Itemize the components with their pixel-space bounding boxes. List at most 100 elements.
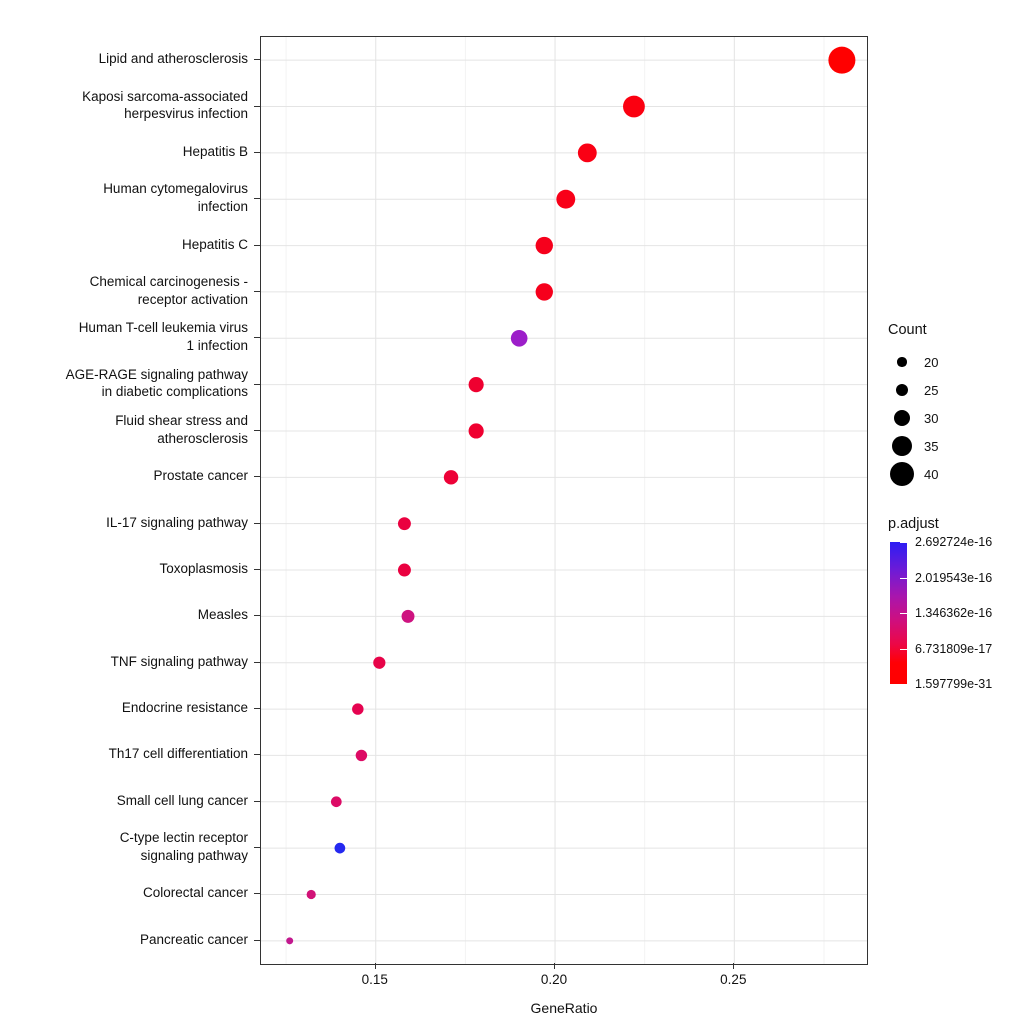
padjust-legend-label: 2.019543e-16 [915, 570, 993, 585]
data-point [397, 517, 411, 531]
y-axis-tick [254, 615, 260, 617]
count-legend-items: 20 25 30 35 40 [888, 348, 1018, 488]
x-tick-label: 0.25 [720, 972, 747, 987]
data-point [397, 563, 411, 577]
y-axis-label: Lipid and atherosclerosis [98, 51, 248, 67]
data-point [510, 329, 528, 347]
y-axis-label: AGE-RAGE signaling pathway in diabetic c… [65, 366, 248, 400]
y-axis-label: Endocrine resistance [121, 700, 248, 716]
count-legend-label: 40 [924, 466, 939, 482]
y-axis-tick [254, 290, 260, 292]
y-axis-tick [254, 569, 260, 571]
padjust-gradient-tick [900, 577, 907, 579]
y-axis-label: C-type lectin receptor signaling pathway [119, 830, 248, 864]
y-axis-label: Human cytomegalovirus infection [103, 181, 248, 215]
count-legend-label: 35 [924, 438, 939, 454]
y-axis-tick [254, 847, 260, 849]
padjust-gradient-tick [900, 542, 907, 543]
x-axis-tick [554, 963, 556, 969]
data-point [577, 143, 597, 163]
count-legend-dot [895, 383, 909, 397]
padjust-gradient-tick [900, 613, 907, 614]
data-point [535, 283, 553, 301]
data-point [468, 423, 484, 439]
y-axis-tick [254, 383, 260, 385]
y-axis-label: Human T-cell leukemia virus 1 infection [78, 320, 248, 354]
data-point [535, 236, 553, 255]
y-axis-tick [254, 708, 260, 710]
padjust-gradient-tick [900, 648, 907, 650]
y-axis-tick [254, 661, 260, 663]
x-tick-label: 0.15 [361, 972, 388, 987]
padjust-legend-label: 1.597799e-31 [915, 677, 993, 691]
count-legend-item: 35 [888, 432, 1018, 460]
y-axis-label: TNF signaling pathway [110, 653, 248, 669]
padjust-legend-label: 2.692724e-16 [915, 535, 993, 549]
y-axis-tick [254, 476, 260, 478]
y-axis-label: Prostate cancer [153, 468, 248, 484]
padjust-legend: p.adjust 2.692724e-16 2.019543e-16 1.34636… [888, 516, 1027, 694]
padjust-legend-label: 1.346362e-16 [915, 606, 993, 620]
y-axis-tick [254, 198, 260, 200]
data-point [443, 470, 459, 485]
padjust-gradient-wrap: 2.692724e-16 2.019543e-16 1.346362e-16 6.73… [888, 535, 1027, 694]
count-legend-dot [897, 357, 907, 367]
data-point [286, 937, 294, 945]
data-point [401, 609, 415, 623]
count-legend-item: 30 [888, 404, 1018, 432]
plot-panel [260, 36, 868, 965]
y-axis-tick [254, 337, 260, 339]
y-axis-tick [254, 754, 260, 756]
y-axis-tick [254, 939, 260, 941]
data-point [334, 842, 346, 854]
x-axis-tick [374, 963, 376, 969]
y-axis-label: Colorectal cancer [142, 885, 248, 901]
count-legend-dot [889, 461, 915, 487]
count-legend-label: 20 [924, 354, 939, 370]
padjust-legend-label: 6.731809e-17 [915, 641, 993, 656]
x-axis-title: GeneRatio [530, 1000, 598, 1016]
count-legend-dot [891, 435, 913, 457]
data-point [623, 95, 645, 118]
count-legend-title: Count [888, 322, 927, 338]
padjust-gradient-tick [900, 684, 907, 685]
plot-canvas [261, 37, 867, 964]
count-legend: Count 20 25 30 35 40 [888, 322, 1018, 488]
y-axis-label: IL-17 signaling pathway [106, 514, 248, 530]
data-point [330, 796, 342, 808]
y-axis-label: Th17 cell differentiation [108, 746, 248, 762]
count-legend-dot-slot [888, 409, 916, 427]
data-point [352, 703, 364, 715]
y-axis-tick [254, 59, 260, 61]
count-legend-label: 30 [924, 410, 939, 426]
count-legend-label: 25 [924, 382, 939, 398]
y-axis-tick [254, 522, 260, 524]
y-axis-tick [254, 800, 260, 802]
count-legend-dot-slot [888, 435, 916, 457]
count-legend-item: 20 [888, 348, 1018, 376]
y-axis-label: Fluid shear stress and atherosclerosis [115, 413, 248, 446]
data-point [306, 889, 316, 900]
y-axis-label: Kaposi sarcoma-associated herpesvirus in… [82, 88, 248, 122]
count-legend-item: 25 [888, 376, 1018, 404]
padjust-legend-title: p.adjust [888, 516, 939, 532]
count-legend-dot [893, 409, 911, 427]
y-axis-label: Small cell lung cancer [116, 792, 248, 808]
y-axis-tick [254, 244, 260, 246]
data-point [556, 189, 576, 209]
count-legend-dot-slot [888, 357, 916, 367]
count-legend-item: 40 [888, 460, 1018, 488]
x-tick-label: 0.20 [540, 972, 568, 987]
data-point [355, 749, 368, 762]
data-point [468, 377, 484, 393]
y-axis-tick [254, 151, 260, 153]
y-axis-label: Hepatitis B [182, 143, 248, 159]
y-axis-label: Toxoplasmosis [159, 561, 248, 577]
data-point [828, 46, 856, 74]
count-legend-dot-slot [888, 461, 916, 487]
y-axis-tick [254, 429, 260, 431]
y-axis-label: Measles [197, 607, 248, 623]
y-axis-label: Chemical carcinogenesis - receptor activ… [89, 274, 248, 307]
count-legend-dot-slot [888, 383, 916, 397]
